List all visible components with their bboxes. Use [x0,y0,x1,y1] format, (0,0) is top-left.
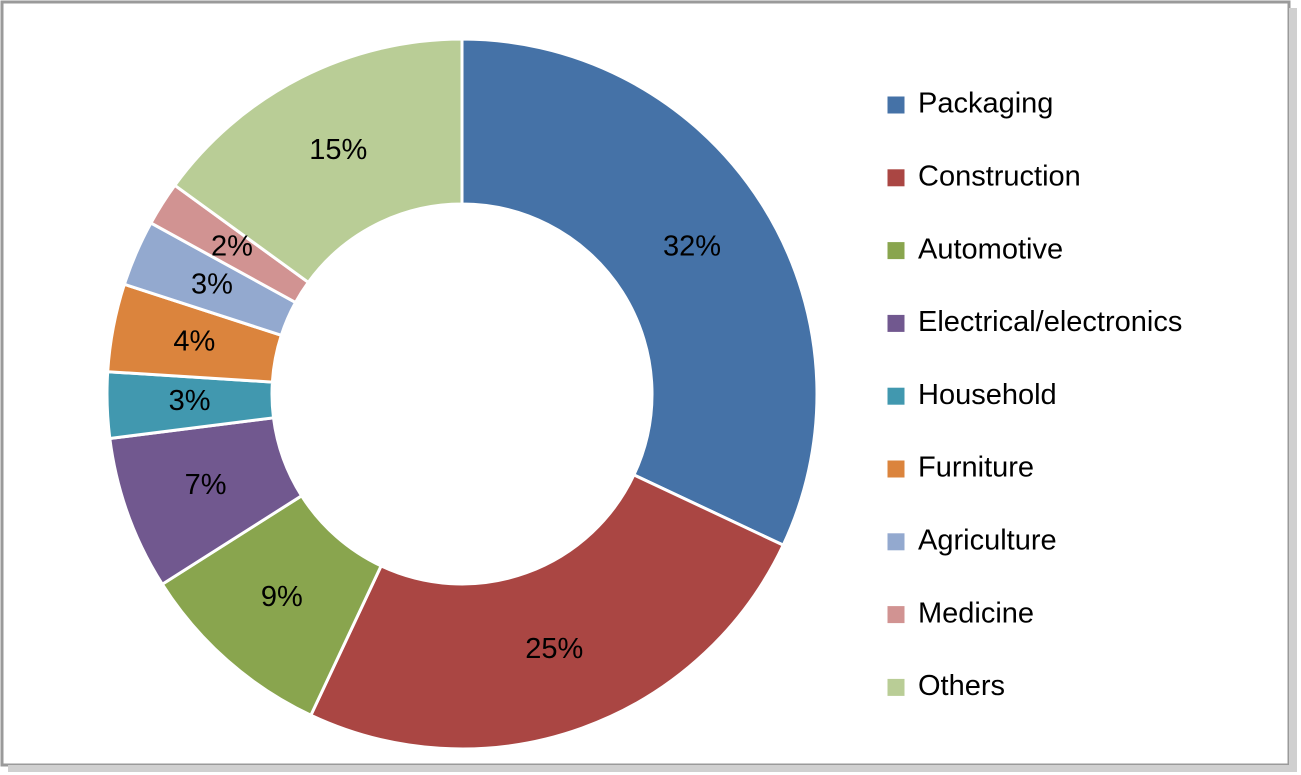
legend-label: Packaging [918,88,1053,120]
slice [460,37,819,548]
legend-label: Electrical/electronics [918,306,1182,338]
data-label: 3% [191,268,233,300]
legend-swatch [886,386,906,406]
legend-label: Construction [918,160,1081,192]
legend-swatch [886,241,906,261]
legend: Packaging Construction Automotive Electrica… [886,88,1182,702]
data-label: 4% [173,326,215,358]
legend-swatch [886,459,906,479]
labels: 32% 25% 9% 7% 3% 4% 3% 2% 15% [169,134,721,665]
data-label: 7% [185,469,227,501]
data-label: 3% [169,385,211,417]
data-label: 15% [309,134,367,166]
data-label: 9% [261,581,303,613]
data-label: 25% [525,633,583,665]
legend-label: Household [918,379,1057,411]
legend-label: Medicine [918,597,1034,629]
legend-swatch [886,677,906,697]
slices [105,37,819,751]
slice [308,472,786,751]
frame-shadow [8,765,1297,772]
legend-swatch [886,313,906,333]
legend-swatch [886,532,906,552]
legend-label: Others [918,670,1005,702]
legend-swatch [886,95,906,115]
legend-label: Agriculture [918,524,1057,556]
legend-label: Furniture [918,452,1034,484]
data-label: 2% [211,231,253,263]
legend-swatch [886,605,906,625]
legend-swatch [886,168,906,188]
frame-shadow [1289,8,1297,770]
legend-label: Automotive [918,233,1063,265]
slice [172,37,464,285]
data-label: 32% [663,231,721,263]
